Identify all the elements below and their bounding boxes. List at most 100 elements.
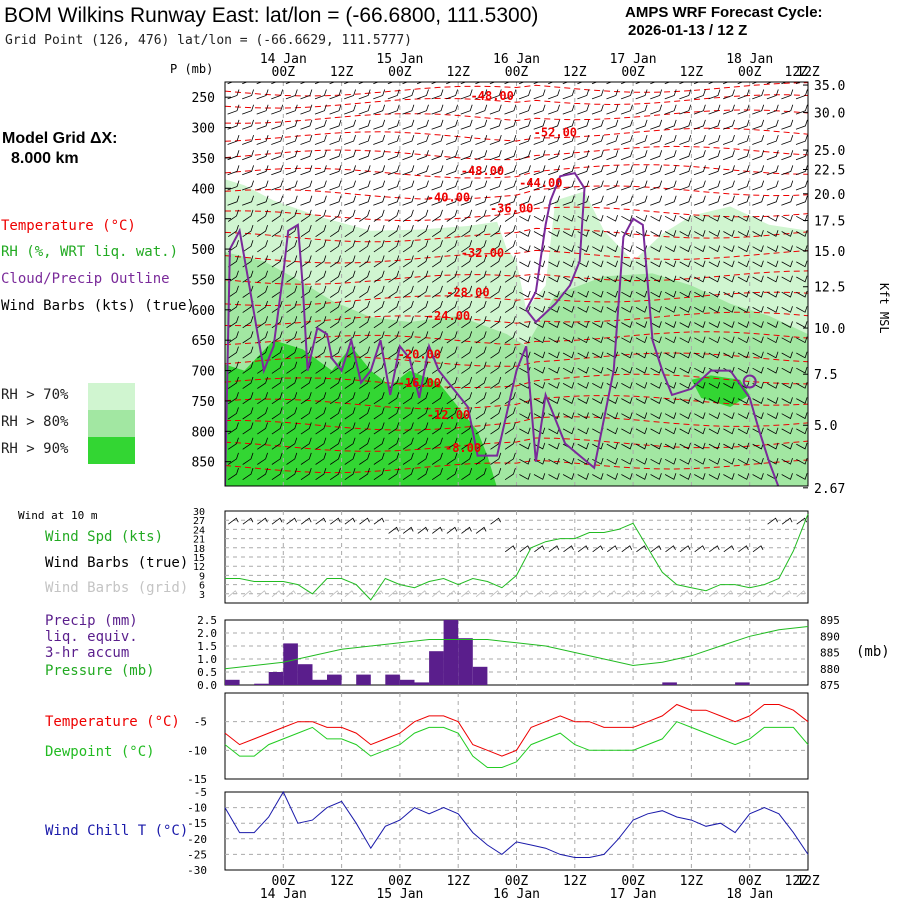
wind-axis-label: 9	[199, 571, 205, 582]
legend-rh90-swatch	[88, 437, 135, 464]
pressure-axis-label: 550	[192, 273, 215, 288]
wind-barb	[752, 306, 764, 313]
wind-barb	[446, 285, 458, 298]
wind-barb	[723, 382, 735, 389]
wind-barb	[562, 351, 575, 359]
wind-barb	[752, 427, 764, 435]
wind-barb	[314, 134, 327, 145]
wind-barb	[722, 119, 735, 130]
wind-barb	[257, 300, 268, 313]
wind-chill-axis-label: -10	[187, 802, 207, 815]
wind-barb	[359, 285, 370, 298]
wind-barb	[227, 407, 239, 420]
wind-barb	[606, 82, 613, 85]
surface-wind-barb-grid	[606, 590, 617, 598]
wind-barb	[533, 214, 546, 222]
wind-barb	[242, 422, 254, 435]
wind-barb	[344, 224, 356, 238]
wind-barb	[300, 467, 312, 481]
wind-barb	[781, 351, 793, 359]
isotherm-label: -28.00	[446, 285, 489, 299]
isotherm-group	[225, 82, 808, 474]
wind-barb	[737, 336, 750, 344]
wind-barb	[475, 270, 487, 283]
wind-barb	[314, 150, 327, 161]
wind-barb	[767, 275, 779, 283]
wind-barb	[519, 473, 531, 480]
wind-barb	[446, 452, 458, 465]
wind-barb	[737, 427, 750, 435]
wind-barb	[475, 331, 487, 344]
wind-barb	[694, 366, 706, 374]
wind-barb	[417, 407, 429, 420]
wind-barb	[606, 150, 619, 161]
wind-barb	[708, 351, 721, 359]
wind-barb	[359, 346, 370, 359]
wind-barb	[620, 119, 633, 130]
surface-wind-barb-grid	[592, 590, 603, 598]
precip-bar	[385, 674, 400, 685]
wind-barb	[489, 180, 502, 191]
wind-barb	[606, 382, 618, 389]
wind-barb	[504, 240, 516, 253]
wind-barb	[461, 300, 473, 313]
wind-barb	[373, 285, 385, 298]
wind-barb	[300, 195, 313, 206]
wind-barb	[417, 422, 429, 435]
wind-barb	[606, 306, 618, 313]
surface-wind-barb	[271, 517, 283, 525]
wind-barb	[533, 473, 546, 480]
surface-wind-barb	[461, 526, 472, 534]
wind-barb	[257, 240, 268, 253]
wind-barb	[300, 361, 312, 374]
wind-barb	[518, 82, 525, 85]
wind-barb	[723, 351, 735, 359]
wind-barb	[650, 119, 663, 130]
wind-barb	[635, 214, 648, 222]
wind-barb	[461, 361, 473, 374]
wind-barb	[737, 260, 750, 268]
wind-barb	[781, 134, 794, 145]
wind-barb	[227, 437, 239, 450]
wind-barb	[504, 285, 516, 298]
wind-barb	[635, 230, 648, 237]
forecast-cycle-line2: 2026-01-13 / 12 Z	[628, 22, 748, 39]
wind-barb	[766, 82, 773, 85]
wind-barb	[227, 104, 240, 115]
wind-barb	[708, 230, 721, 237]
top-hour-label: 12Z	[796, 65, 820, 80]
wind-barb	[708, 457, 721, 465]
wind-barb	[446, 346, 458, 359]
wind-barb	[359, 240, 370, 253]
wind-barb	[562, 336, 575, 344]
wind-barb	[766, 104, 779, 115]
wind-barb	[286, 437, 298, 450]
wind-barb	[431, 165, 444, 176]
wind-barb	[635, 473, 648, 480]
wind-barb	[577, 457, 589, 465]
wind-barb	[767, 230, 779, 237]
surface-wind-barb	[359, 517, 370, 525]
wind-barb	[329, 346, 341, 359]
forecast-cycle-line1: AMPS WRF Forecast Cycle:	[625, 4, 823, 21]
wind-barb	[606, 165, 619, 176]
wind-barb	[722, 165, 735, 176]
wind-barb	[344, 180, 356, 191]
precip-bar	[472, 666, 488, 685]
surface-wind-barb	[563, 545, 574, 553]
surface-wind-barb	[679, 545, 691, 553]
wind-axis-label: 21	[193, 535, 205, 546]
wind-barb	[548, 82, 555, 85]
wind-barb	[358, 82, 365, 85]
wind-barb	[664, 180, 677, 191]
wind-barb	[650, 104, 663, 115]
wind-barb	[227, 180, 240, 191]
wind-barb	[446, 407, 458, 420]
wind-barb	[796, 260, 808, 268]
wind-barb	[271, 270, 283, 283]
wind-barb	[650, 150, 663, 161]
isotherm-line	[225, 82, 808, 97]
wind-barb	[694, 427, 706, 435]
wind-barb	[329, 240, 341, 253]
